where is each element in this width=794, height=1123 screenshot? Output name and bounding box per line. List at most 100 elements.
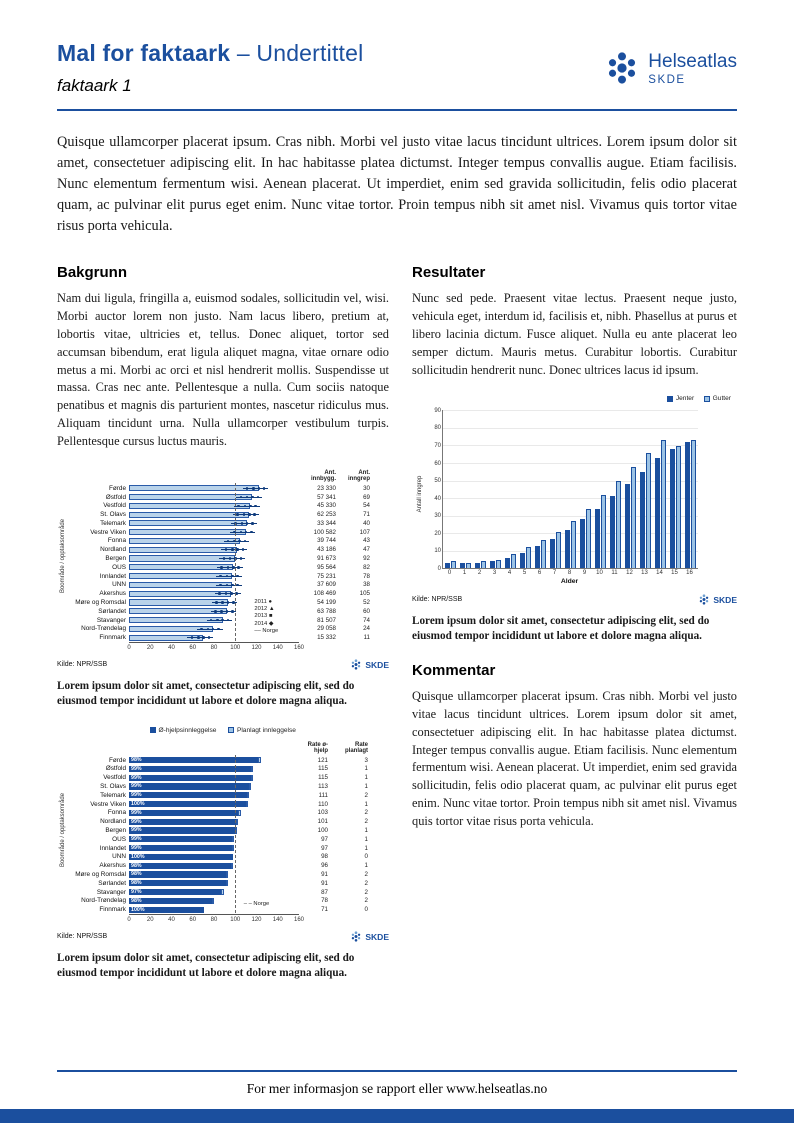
year-marker: [235, 592, 238, 596]
value-rate-planlagt: 2: [364, 897, 368, 905]
row-label: Østfold: [105, 493, 126, 501]
planned-bar: [225, 871, 228, 878]
bar-gutter: [540, 540, 546, 569]
gridline: [443, 498, 698, 499]
year-marker: [228, 557, 232, 560]
legend-swatch: [667, 395, 674, 402]
chart-row: Sørlandet 98% 91 2: [69, 879, 375, 888]
row-label: Sørlandet: [98, 879, 126, 887]
bar-jenter: [640, 471, 646, 569]
legend-swatch: [228, 727, 235, 734]
x-tick-label: 160: [293, 644, 305, 651]
value-rate-planlagt: 0: [364, 853, 368, 861]
row-track: 99%: [129, 844, 299, 853]
row-label: Nordland: [100, 546, 126, 554]
value-inngrep: 54: [363, 502, 370, 510]
chart-row: Fonna 39 744 43: [69, 537, 375, 546]
row-label: Akershus: [99, 590, 126, 598]
bar-gutter: [630, 466, 636, 569]
skde-logo-dots-icon: [352, 931, 361, 942]
year-marker: [209, 618, 213, 622]
row-track: 99%: [129, 817, 299, 826]
planned-bar: [245, 801, 248, 808]
row-label: OUS: [112, 563, 126, 571]
logo-sub: SKDE: [648, 73, 686, 86]
ci-line: [223, 540, 250, 542]
bar-jenter: [550, 538, 556, 569]
chart-row: Bergen 91 673 92: [69, 554, 375, 563]
value-rate-ohjelp: 115: [318, 774, 328, 782]
emergency-bar: 98%: [129, 880, 226, 887]
year-marker: [197, 636, 200, 640]
x-tick-label: 1: [462, 570, 467, 577]
row-label: Telemark: [100, 519, 126, 527]
rate-bar: [129, 493, 253, 501]
pct-label: 99%: [131, 827, 142, 834]
chart1-caption: Lorem ipsum dolor sit amet, consectetur …: [57, 680, 355, 707]
chart-row: Nordland 99% 101 2: [69, 817, 375, 826]
value-innbygg: 37 609: [317, 581, 336, 589]
gridline: [443, 462, 698, 464]
legend-year: 2012 ▲: [254, 606, 275, 613]
row-label: Vestfold: [103, 502, 126, 510]
source-label: Kilde: NPR/SSB: [57, 933, 108, 941]
value-inngrep: 92: [363, 555, 370, 563]
value-rate-ohjelp: 110: [318, 800, 328, 808]
chart3-caption: Lorem ipsum dolor sit amet, consectetur …: [412, 615, 710, 643]
pct-label: 100%: [131, 853, 145, 860]
bar-gutter: [555, 531, 561, 569]
chart-row: Førde 98% 121 3: [69, 756, 375, 765]
legend-item: Gutter: [704, 395, 731, 402]
chart-row: St. Olavs 62 253 71: [69, 510, 375, 519]
value-innbygg: 45 330: [317, 502, 336, 510]
row-label: Østfold: [105, 765, 126, 773]
x-tick-label: 8: [567, 570, 572, 577]
skde-logo: SKDE: [350, 930, 389, 943]
value-rate-planlagt: 1: [364, 800, 368, 808]
year-marker: [242, 513, 246, 516]
emergency-bar: 99%: [129, 792, 247, 799]
row-label: Nord-Trøndelag: [81, 625, 126, 633]
source-label: Kilde: NPR/SSB: [412, 596, 463, 604]
planned-bar: [236, 818, 239, 825]
chart2-caption: Lorem ipsum dolor sit amet, consectetur …: [57, 952, 355, 979]
row-label: Innlandet: [99, 844, 126, 852]
y-tick-label: 10: [434, 548, 441, 555]
year-marker: [215, 601, 218, 604]
row-track: 99%: [129, 826, 299, 835]
planned-bar: [225, 880, 228, 887]
ci-line: [231, 523, 257, 524]
bar-jenter: [505, 557, 511, 569]
value-rate-planlagt: 2: [364, 888, 368, 896]
year-marker: [257, 486, 261, 490]
norway-reference-line: [235, 482, 237, 642]
value-innbygg: 95 564: [317, 563, 336, 571]
row-label: Telemark: [100, 791, 126, 799]
ci-line: [242, 487, 269, 489]
chart-row: Finnmark 100% 71 0: [69, 905, 375, 914]
logo-name: Helseatlas: [648, 50, 737, 72]
row-label: UNN: [112, 853, 126, 861]
intro-paragraph: Quisque ullamcorper placerat ipsum. Cras…: [57, 134, 737, 235]
x-tick-label: 7: [552, 570, 557, 577]
year-marker: [239, 557, 243, 560]
value-rate-ohjelp: 91: [321, 870, 328, 878]
pct-label: 99%: [131, 765, 142, 772]
y-tick-label: 90: [434, 407, 441, 414]
year-marker: [200, 627, 203, 631]
rate-bar: [129, 529, 246, 536]
year-marker: [202, 636, 205, 640]
pct-label: 99%: [131, 774, 142, 781]
planned-bar: [238, 809, 241, 816]
value-inngrep: 107: [359, 528, 370, 536]
value-inngrep: 43: [363, 537, 370, 545]
legend-norge: –– Norge: [254, 627, 279, 634]
row-label: St. Olavs: [100, 511, 126, 519]
ci-line: [216, 584, 242, 586]
value-rate-ohjelp: 115: [318, 765, 328, 773]
norway-reference-line: [235, 754, 237, 914]
chart-row: UNN 100% 98 0: [69, 852, 375, 861]
year-marker: [245, 522, 249, 525]
x-tick-label: 140: [272, 644, 283, 651]
emergency-bar: 100%: [129, 801, 246, 808]
